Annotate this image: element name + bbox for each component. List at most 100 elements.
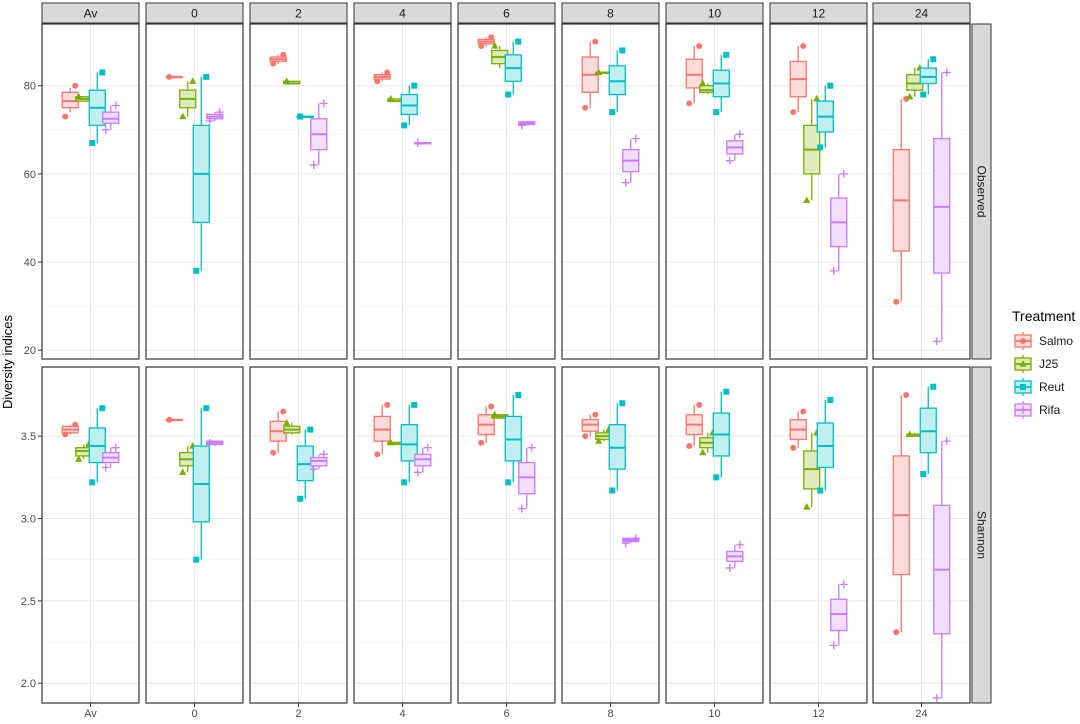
- point-Reut: [297, 495, 304, 502]
- point-J25: [906, 430, 914, 438]
- point-Salmo: [62, 431, 69, 438]
- point-Salmo: [790, 444, 797, 451]
- panel-border: [769, 23, 868, 360]
- box-Rifa: [933, 137, 951, 274]
- x-tick-label-6: 6: [503, 708, 509, 719]
- point-Salmo: [478, 439, 485, 446]
- point-J25: [179, 468, 187, 476]
- point-Rifa: [942, 68, 951, 77]
- point-Rifa: [111, 101, 120, 110]
- point-Reut: [401, 122, 408, 129]
- point-J25: [906, 92, 914, 100]
- point-Salmo: [72, 421, 79, 428]
- facet-strip-6: [457, 2, 556, 24]
- y-tick-label-Shannon: 3.0: [21, 514, 36, 526]
- point-Rifa: [309, 465, 318, 474]
- point-J25: [699, 448, 707, 456]
- point-J25: [189, 77, 197, 84]
- point-J25: [595, 68, 603, 76]
- panel-border: [145, 23, 244, 360]
- point-Reut: [401, 479, 408, 486]
- point-Rifa: [631, 534, 640, 543]
- box-Reut: [400, 423, 418, 462]
- point-Rifa: [621, 539, 630, 548]
- point-Reut: [619, 400, 626, 407]
- panel-border: [41, 23, 140, 360]
- point-Salmo: [696, 43, 703, 50]
- point-Salmo: [374, 451, 381, 458]
- facet-row-label-Shannon: Shannon: [975, 511, 989, 559]
- point-Reut: [609, 487, 616, 494]
- facet-strip-8: [561, 2, 660, 24]
- y-tick-label-Observed: 40: [24, 257, 36, 269]
- point-Salmo: [696, 401, 703, 408]
- point-Reut: [920, 91, 927, 98]
- point-Rifa: [932, 337, 941, 346]
- point-Rifa: [631, 134, 640, 143]
- y-tick-label-Observed: 80: [24, 81, 36, 93]
- x-tick-label-2: 2: [295, 708, 301, 719]
- point-J25: [283, 77, 291, 84]
- point-Reut: [193, 556, 200, 563]
- x-tick-label-0: 0: [191, 708, 197, 719]
- facet-strip-24: [872, 2, 971, 24]
- point-Rifa: [319, 450, 328, 459]
- facet-strip-label-12: 12: [812, 7, 826, 21]
- point-Salmo: [800, 43, 807, 50]
- point-Salmo: [686, 443, 693, 450]
- point-Rifa: [517, 504, 526, 513]
- point-Rifa: [725, 156, 734, 165]
- point-Reut: [515, 38, 522, 45]
- point-Salmo: [800, 408, 807, 415]
- point-Salmo: [488, 34, 495, 41]
- legend-key-symbol-J25: [1019, 360, 1027, 367]
- facet-row-strip-Observed: [971, 23, 992, 360]
- point-Reut: [817, 144, 824, 151]
- point-J25: [803, 196, 811, 203]
- point-Rifa: [111, 443, 120, 452]
- point-Reut: [713, 474, 720, 481]
- facet-row-label-Observed: Observed: [975, 165, 989, 217]
- point-Reut: [203, 405, 210, 412]
- facet-row-strip-Shannon: [971, 366, 992, 704]
- point-Reut: [89, 479, 96, 486]
- point-Salmo: [62, 113, 69, 120]
- legend-label-Salmo: Salmo: [1039, 334, 1073, 348]
- y-tick-label-Observed: 60: [24, 169, 36, 181]
- point-J25: [283, 419, 291, 426]
- panel-border: [249, 23, 348, 360]
- point-Rifa: [829, 641, 838, 650]
- point-Rifa: [205, 438, 214, 447]
- point-Reut: [920, 471, 927, 478]
- x-tick-label-Av: Av: [84, 708, 97, 719]
- x-tick-label-4: 4: [399, 708, 405, 719]
- point-Salmo: [686, 100, 693, 107]
- y-tick-label-Shannon: 2.5: [21, 596, 36, 608]
- point-Rifa: [413, 139, 422, 148]
- point-Salmo: [280, 51, 287, 58]
- point-J25: [491, 42, 499, 49]
- point-Rifa: [215, 108, 224, 117]
- facet-strip-2: [249, 2, 348, 24]
- facet-strip-10: [665, 2, 764, 24]
- x-tick-label-24: 24: [915, 708, 927, 719]
- point-Reut: [307, 426, 314, 433]
- box-Reut: [608, 65, 626, 96]
- point-Reut: [827, 396, 834, 403]
- point-J25: [179, 112, 187, 120]
- point-Salmo: [893, 629, 900, 636]
- legend-key-symbol-Salmo: [1020, 338, 1026, 344]
- y-axis-title: Diversity indices: [0, 315, 15, 409]
- point-Reut: [515, 392, 522, 398]
- point-Rifa: [725, 563, 734, 572]
- box-Salmo: [685, 58, 703, 89]
- point-Rifa: [942, 437, 951, 446]
- facet-strip-label-2: 2: [295, 7, 302, 21]
- point-Salmo: [592, 38, 599, 45]
- point-Reut: [817, 487, 824, 494]
- point-Reut: [723, 388, 730, 395]
- box-Rifa: [102, 111, 120, 124]
- point-Salmo: [384, 401, 391, 408]
- box-Reut: [919, 67, 937, 85]
